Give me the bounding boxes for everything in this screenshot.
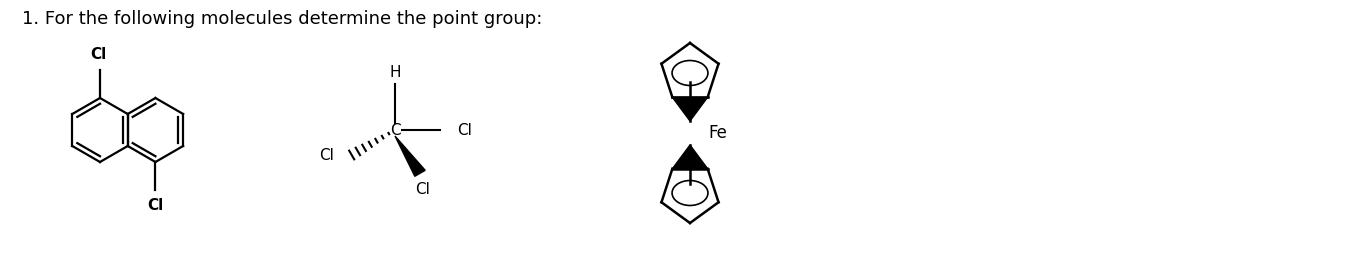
Polygon shape <box>396 136 425 176</box>
Text: H: H <box>389 64 401 80</box>
Text: Cl: Cl <box>89 47 106 62</box>
Polygon shape <box>672 97 707 121</box>
Text: Fe: Fe <box>709 124 726 142</box>
Text: C: C <box>390 123 400 138</box>
Text: Cl: Cl <box>148 198 164 213</box>
Text: Cl: Cl <box>318 148 333 163</box>
Polygon shape <box>672 145 707 169</box>
Text: Cl: Cl <box>457 123 472 138</box>
Text: Cl: Cl <box>416 182 431 197</box>
Text: 1. For the following molecules determine the point group:: 1. For the following molecules determine… <box>22 10 542 28</box>
